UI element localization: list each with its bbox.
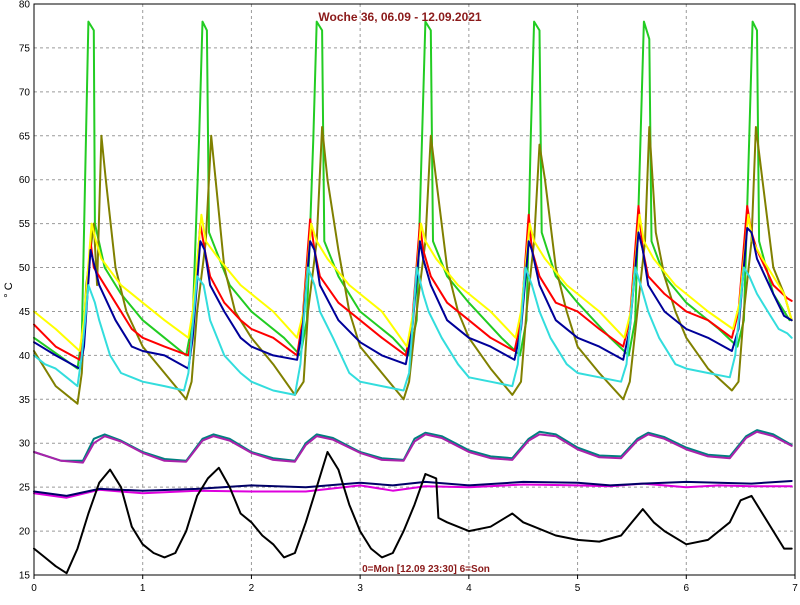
chart-title: Woche 36, 06.09 - 12.09.2021 — [318, 10, 482, 24]
series-line-10 — [33, 480, 793, 497]
series-line-6 — [33, 266, 793, 396]
y-tick-label: 55 — [19, 219, 31, 230]
y-tick-label: 65 — [19, 131, 31, 142]
x-tick-label: 7 — [792, 583, 798, 594]
x-axis-label: 0=Mon [12.09 23:30] 6=Son — [362, 564, 490, 575]
y-tick-label: 45 — [19, 307, 31, 318]
x-tick-label: 6 — [684, 583, 690, 594]
series-line-7 — [33, 429, 793, 462]
series-layer — [33, 20, 793, 575]
series-line-9 — [33, 482, 793, 499]
series-line-8 — [33, 430, 793, 464]
y-tick-label: 80 — [19, 0, 31, 11]
y-tick-label: 75 — [19, 43, 31, 54]
x-tick-label: 1 — [140, 583, 146, 594]
y-tick-label: 40 — [19, 351, 31, 362]
x-tick-label: 2 — [249, 583, 255, 594]
y-tick-label: 70 — [19, 87, 31, 98]
plot-border — [33, 3, 796, 576]
y-tick-label: 15 — [19, 571, 31, 582]
y-tick-label: 20 — [19, 527, 31, 538]
series-line-4 — [33, 213, 793, 352]
y-axis-label: ° C — [3, 282, 15, 297]
y-tick-label: 25 — [19, 483, 31, 494]
x-tick-label: 5 — [575, 583, 581, 594]
x-tick-label: 3 — [357, 583, 363, 594]
y-tick-label: 60 — [19, 175, 31, 186]
x-tick-label: 4 — [466, 583, 472, 594]
y-tick-label: 35 — [19, 395, 31, 406]
y-tick-label: 30 — [19, 439, 31, 450]
plot-frame — [33, 3, 796, 576]
y-tick-label: 50 — [19, 263, 31, 274]
series-line-11 — [33, 451, 793, 575]
x-tick-label: 0 — [31, 583, 37, 594]
series-line-1 — [33, 20, 791, 370]
